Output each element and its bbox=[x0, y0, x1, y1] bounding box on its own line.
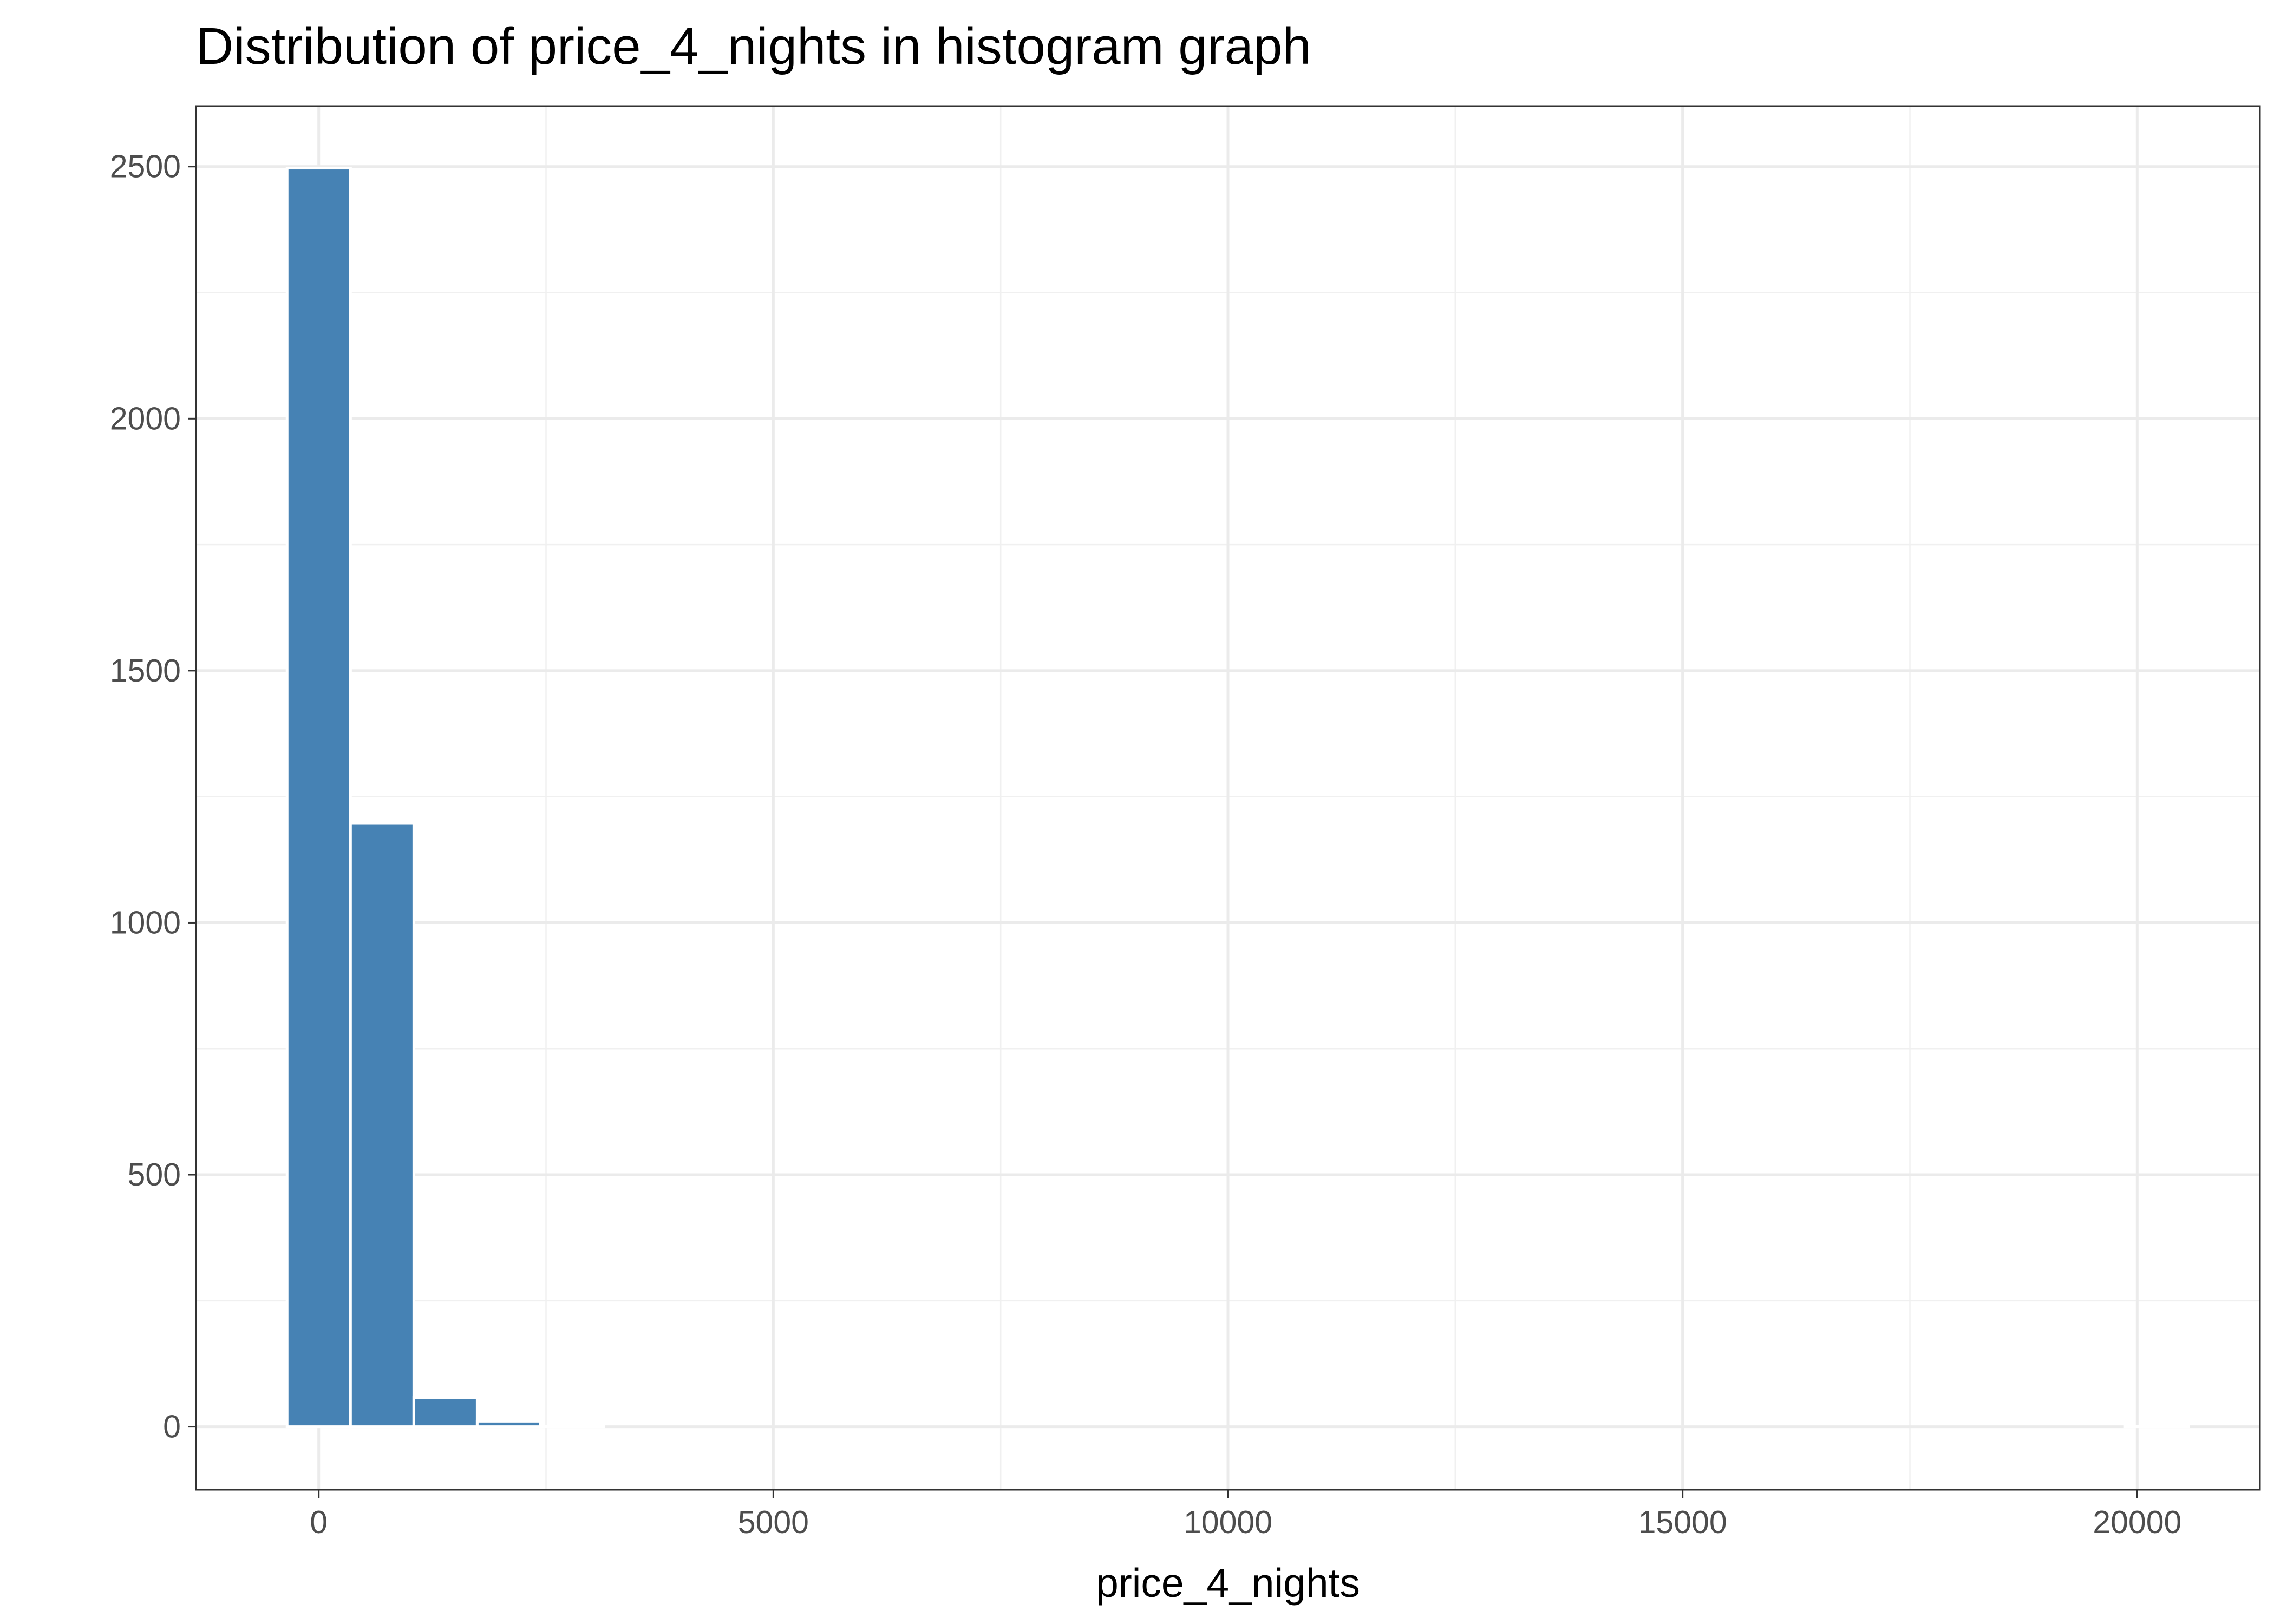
x-tick-label: 10000 bbox=[1184, 1504, 1272, 1540]
histogram-bar bbox=[285, 167, 352, 1429]
chart-title: Distribution of price_4_nights in histog… bbox=[196, 17, 1311, 75]
x-tick-label: 0 bbox=[310, 1504, 328, 1540]
x-tick-label: 20000 bbox=[2093, 1504, 2181, 1540]
x-tick-label: 5000 bbox=[738, 1504, 809, 1540]
histogram-bar bbox=[349, 822, 415, 1429]
y-tick-label: 500 bbox=[128, 1157, 181, 1193]
y-axis: 0 500 1000 1500 2000 2500 bbox=[110, 149, 196, 1445]
y-tick-label: 1500 bbox=[110, 653, 181, 689]
x-tick-label: 15000 bbox=[1638, 1504, 1727, 1540]
histogram-bar bbox=[2123, 1425, 2190, 1429]
histogram-bar bbox=[475, 1419, 542, 1429]
grid-layer bbox=[196, 106, 2260, 1490]
x-axis: 0 5000 10000 15000 20000 bbox=[310, 1490, 2181, 1540]
histogram-bar bbox=[412, 1396, 479, 1429]
y-tick-label: 0 bbox=[163, 1409, 181, 1445]
histogram-bar bbox=[539, 1425, 605, 1429]
bars-layer bbox=[285, 167, 2190, 1429]
y-tick-label: 2500 bbox=[110, 149, 181, 185]
x-axis-title: price_4_nights bbox=[1096, 1560, 1360, 1606]
y-tick-label: 2000 bbox=[110, 401, 181, 436]
y-tick-label: 1000 bbox=[110, 905, 181, 940]
